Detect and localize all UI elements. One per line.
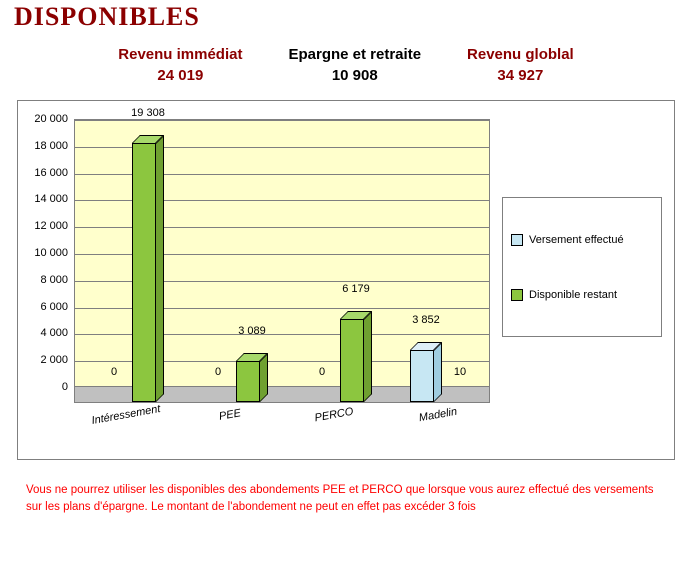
summary-label: Revenu immédiat — [118, 46, 242, 63]
bar-value-label: 3 852 — [412, 314, 440, 326]
x-category-label: PERCO — [314, 406, 355, 425]
y-tick-label: 8 000 — [22, 274, 68, 286]
summary-immediate: Revenu immédiat 24 019 — [118, 46, 242, 84]
summary-global: Revenu globlal 34 927 — [467, 46, 574, 84]
summary-label: Epargne et retraite — [288, 46, 421, 63]
bar — [236, 361, 260, 402]
bar-value-label: 10 — [454, 366, 466, 378]
summary-value: 34 927 — [467, 67, 574, 84]
x-category-label: Madelin — [418, 406, 458, 425]
y-tick-label: 14 000 — [22, 193, 68, 205]
page-title: DISPONIBLES — [0, 0, 692, 40]
plot-area: 019 30803 08906 1793 85210 — [74, 119, 490, 403]
bar — [132, 143, 156, 402]
summary-value: 10 908 — [288, 67, 421, 84]
summary-value: 24 019 — [118, 67, 242, 84]
bar — [410, 350, 434, 402]
y-tick-label: 2 000 — [22, 354, 68, 366]
chart-container: 0 19 308 0 3 089 0 6 179 3 852 10 0 2 000 4 000 6 … — [17, 100, 675, 460]
legend-swatch — [511, 289, 523, 301]
y-tick-label: 12 000 — [22, 220, 68, 232]
y-tick-label: 10 000 — [22, 247, 68, 259]
y-tick-label: 4 000 — [22, 327, 68, 339]
x-category-label: Intéressement — [91, 403, 162, 427]
legend: Versement effectué Disponible restant — [502, 197, 662, 337]
bar-value-label: 0 — [215, 366, 221, 378]
y-tick-label: 20 000 — [22, 113, 68, 125]
summary-epargne: Epargne et retraite 10 908 — [288, 46, 421, 84]
y-tick-label: 0 — [22, 381, 68, 393]
bar-value-label: 6 179 — [342, 283, 370, 295]
summary-row: Revenu immédiat 24 019 Epargne et retrai… — [0, 46, 692, 84]
legend-text: Disponible restant — [529, 289, 617, 301]
bar-value-label: 3 089 — [238, 325, 266, 337]
footnote: Vous ne pourrez utiliser les disponibles… — [26, 482, 666, 517]
bar-value-label: 0 — [111, 366, 117, 378]
legend-item: Versement effectué — [511, 234, 653, 246]
legend-item: Disponible restant — [511, 289, 653, 301]
y-tick-label: 6 000 — [22, 301, 68, 313]
y-tick-label: 18 000 — [22, 140, 68, 152]
y-tick-label: 16 000 — [22, 167, 68, 179]
legend-swatch — [511, 234, 523, 246]
bar-value-label: 19 308 — [131, 107, 165, 119]
bar — [340, 319, 364, 402]
bar-value-label: 0 — [319, 366, 325, 378]
x-category-label: PEE — [218, 407, 242, 423]
summary-label: Revenu globlal — [467, 46, 574, 63]
legend-text: Versement effectué — [529, 234, 624, 246]
